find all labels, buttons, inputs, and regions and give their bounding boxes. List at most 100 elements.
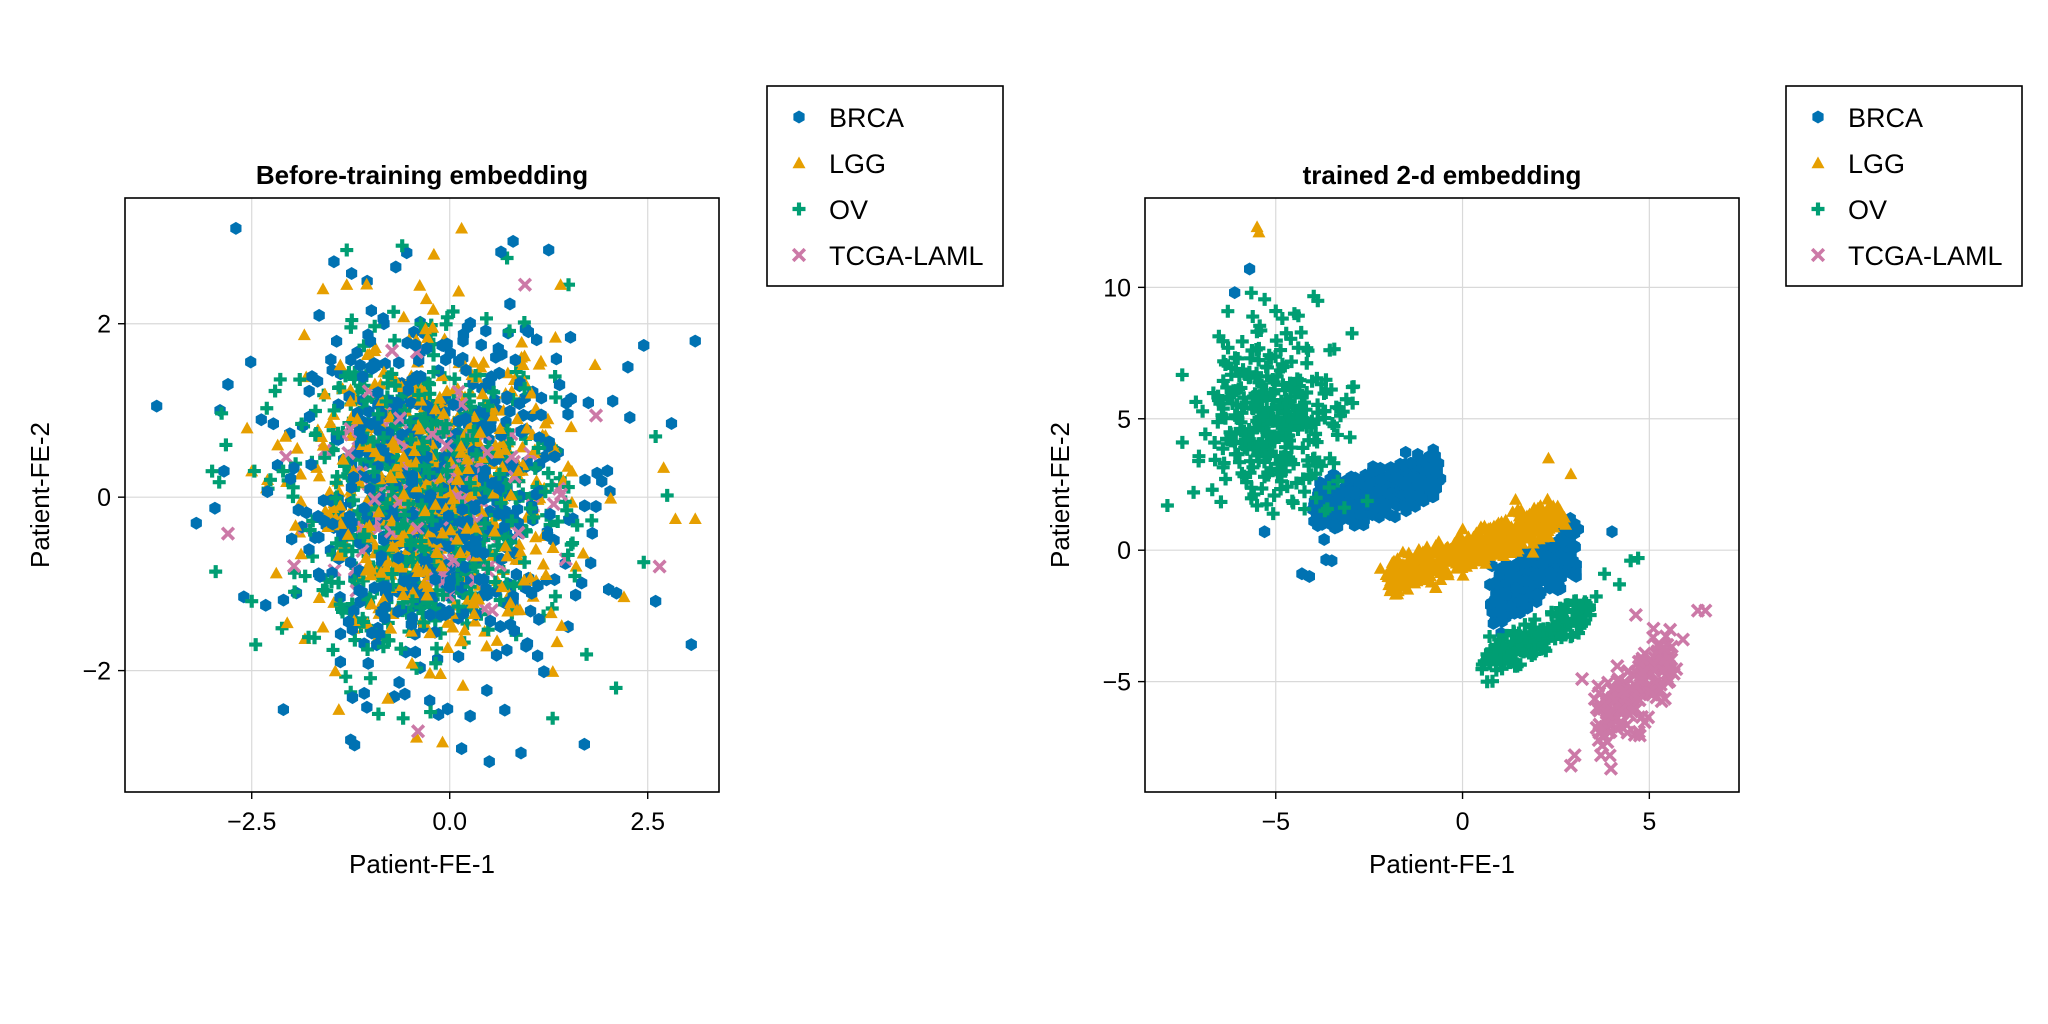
ov-point: [1235, 334, 1249, 348]
brca-point: [209, 501, 221, 515]
lgg-point: [1479, 544, 1493, 557]
ov-point: [371, 407, 385, 421]
lgg-point: [450, 532, 464, 545]
lgg-point: [1388, 560, 1402, 572]
ov-point: [524, 491, 538, 505]
tcga-laml-point: [384, 343, 400, 358]
ov-point: [523, 501, 537, 515]
brca-point: [409, 645, 421, 659]
brca-point: [504, 297, 516, 311]
brca-point: [1499, 588, 1512, 602]
ov-point: [387, 305, 401, 319]
ov-point: [1572, 615, 1586, 629]
ov-point: [1252, 353, 1266, 367]
lgg-point: [419, 322, 433, 335]
tcga-laml-point: [553, 487, 569, 502]
brca-point: [327, 517, 339, 531]
ov-point: [205, 464, 219, 478]
brca-point: [1229, 286, 1241, 300]
lgg-point: [392, 466, 406, 479]
ov-point: [1220, 392, 1234, 406]
ov-point: [385, 567, 399, 581]
ov-point: [1264, 351, 1278, 365]
ov-point: [329, 491, 343, 505]
ov-point: [419, 420, 433, 434]
lgg-point: [323, 416, 337, 428]
brca-point: [1520, 556, 1532, 570]
x-axis-label: Patient-FE-1: [1369, 849, 1515, 879]
ov-point: [388, 418, 402, 432]
x-tick-label: 0.0: [432, 808, 467, 836]
ov-point: [1334, 409, 1348, 423]
tcga-laml-point: [511, 525, 526, 540]
ov-point: [1331, 474, 1345, 488]
chart-title: trained 2-d embedding: [1303, 160, 1582, 190]
ov-point: [1234, 415, 1248, 429]
ov-point: [1339, 392, 1353, 406]
ov-point: [1256, 409, 1270, 423]
lgg-point: [539, 568, 553, 581]
ov-point: [503, 324, 517, 338]
lgg-point: [1554, 516, 1568, 529]
lgg-point: [461, 462, 475, 475]
brca-point: [1427, 463, 1439, 477]
lgg-point: [436, 735, 450, 748]
brca-point: [328, 255, 340, 269]
lgg-point: [411, 565, 425, 577]
lgg-point: [397, 310, 411, 323]
ov-point: [451, 572, 465, 586]
ov-point: [1483, 652, 1497, 666]
ov-point: [549, 390, 563, 404]
brca-point: [480, 582, 492, 596]
lgg-point: [1463, 554, 1477, 566]
ov-point: [566, 536, 580, 550]
lgg-point: [333, 358, 347, 371]
lgg-point: [1506, 528, 1520, 541]
brca-point: [347, 470, 360, 484]
ov-point: [327, 403, 341, 417]
lgg-point: [1456, 568, 1470, 581]
ov-point: [1302, 459, 1316, 473]
ov-point: [1239, 395, 1253, 409]
ov-point: [1289, 476, 1303, 490]
brca-point: [453, 354, 465, 368]
ov-point: [425, 513, 439, 527]
brca-point: [582, 396, 594, 410]
ov-point: [1279, 440, 1293, 454]
lgg-point: [1526, 536, 1540, 549]
ov-point: [418, 411, 432, 425]
ov-point: [1300, 420, 1314, 434]
lgg-point: [468, 590, 482, 603]
brca-point: [1514, 606, 1526, 620]
ov-point: [439, 317, 453, 331]
ov-point: [318, 451, 332, 465]
lgg-point: [1564, 467, 1578, 480]
ov-point: [477, 554, 491, 568]
lgg-point: [488, 524, 502, 537]
lgg-point: [423, 525, 437, 538]
ov-point: [1211, 415, 1225, 429]
ov-point: [320, 584, 334, 598]
brca-point: [366, 626, 378, 640]
ov-point: [562, 278, 576, 292]
ov-point: [456, 586, 470, 600]
brca-point: [1531, 588, 1543, 602]
lgg-point: [359, 551, 373, 564]
lgg-point: [364, 597, 378, 610]
plot-frame: [124, 197, 720, 793]
brca-point: [471, 545, 484, 558]
ov-point: [468, 560, 482, 574]
ov-point: [1547, 620, 1561, 634]
lgg-point: [1432, 535, 1446, 547]
lgg-point: [397, 450, 411, 462]
ov-point: [517, 370, 531, 384]
brca-point: [1427, 490, 1440, 503]
ov-point: [1250, 394, 1264, 408]
lgg-point: [433, 392, 447, 404]
legend-box: [1785, 85, 2023, 287]
ov-point: [1213, 397, 1227, 411]
ov-point: [1322, 481, 1336, 495]
ov-point: [275, 621, 289, 635]
lgg-point: [490, 634, 504, 646]
